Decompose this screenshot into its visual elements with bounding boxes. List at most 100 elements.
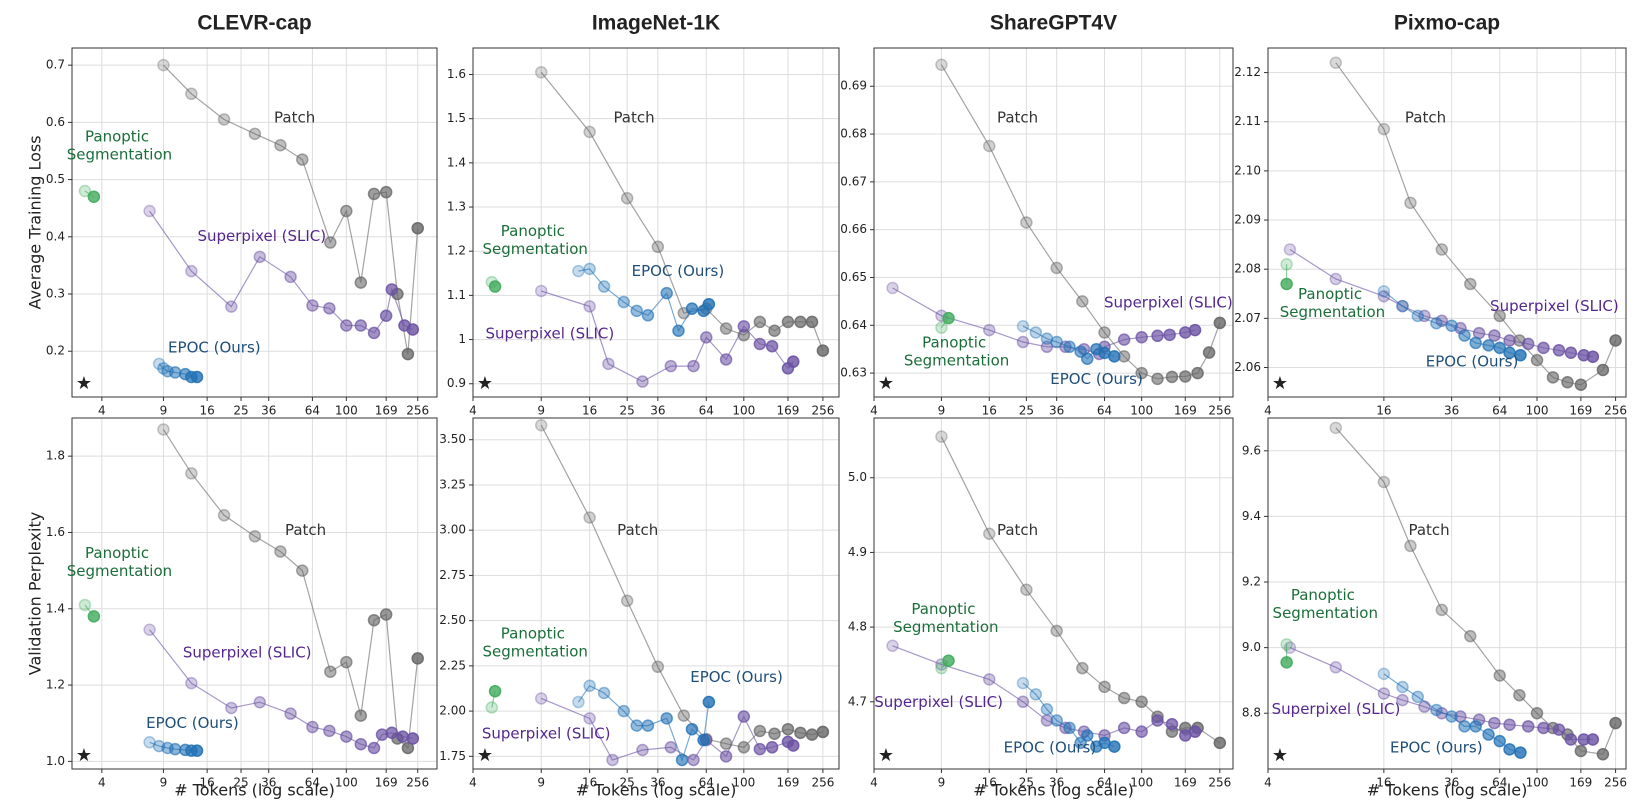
data-point <box>1458 720 1471 733</box>
data-point <box>1521 337 1535 351</box>
y-tick-label: 2.08 <box>1234 262 1261 276</box>
series-label: Patch <box>997 108 1038 126</box>
data-point <box>719 353 733 366</box>
y-axis-title: Validation Perplexity <box>26 512 45 675</box>
data-point <box>1503 718 1516 731</box>
data-point <box>617 295 630 309</box>
y-tick-label: 1.4 <box>447 155 466 169</box>
data-point <box>324 665 337 678</box>
data-point <box>78 184 92 198</box>
data-point <box>1493 309 1506 323</box>
data-point <box>702 297 716 311</box>
data-point <box>1050 624 1063 638</box>
y-tick-label: 1 <box>458 332 466 346</box>
data-point <box>753 742 767 756</box>
x-tick-label: 36 <box>650 404 665 418</box>
data-point <box>225 300 238 313</box>
data-point <box>1040 714 1054 727</box>
data-point <box>340 204 353 218</box>
y-tick-label: 2.07 <box>1234 311 1261 325</box>
data-point <box>406 732 420 745</box>
series-line <box>162 429 419 750</box>
series-label: Patch <box>1405 108 1446 126</box>
data-point <box>385 726 399 740</box>
data-point <box>1108 740 1121 753</box>
data-point <box>1503 743 1516 756</box>
panel-title: ImageNet-1K <box>592 12 720 35</box>
y-tick-label: 3.25 <box>439 477 466 491</box>
x-tick-label: 25 <box>233 404 248 418</box>
data-point <box>1191 366 1204 380</box>
panel: 8.8 9.0 9.2 9.4 9.6 4 16 36 64 100 169 256 ★ Patch Sup… <box>1242 417 1627 800</box>
data-point <box>583 300 596 313</box>
data-point <box>1596 363 1610 377</box>
y-tick-label: 9.2 <box>1242 575 1261 589</box>
data-point <box>185 467 198 480</box>
plot-frame <box>873 47 1234 398</box>
x-tick-label: 64 <box>1097 776 1112 790</box>
series-label: Panoptic Segmentation <box>904 333 1009 369</box>
data-point <box>354 737 368 751</box>
data-point <box>78 598 92 612</box>
x-tick-label: 16 <box>582 404 597 418</box>
data-point <box>1059 721 1072 735</box>
x-tick-label: 256 <box>1208 404 1231 418</box>
data-point <box>217 113 231 126</box>
data-point <box>1377 285 1391 298</box>
plot-frame <box>71 417 438 770</box>
data-point <box>284 707 297 720</box>
data-point <box>597 686 611 700</box>
y-tick-label: 2.09 <box>1234 213 1261 227</box>
data-point <box>886 281 899 295</box>
y-tick-label: 1.3 <box>447 200 466 214</box>
x-tick-label: 36 <box>1049 776 1064 790</box>
y-tick-label: 0.6 <box>46 115 65 129</box>
x-tick-label: 9 <box>938 776 946 790</box>
data-point <box>1561 376 1574 389</box>
y-tick-label: 8.8 <box>1242 706 1261 720</box>
y-tick-label: 0.69 <box>840 79 867 93</box>
x-tick-label: 169 <box>777 776 800 790</box>
data-point <box>687 359 700 373</box>
data-point <box>488 684 502 698</box>
data-point <box>1050 714 1063 727</box>
data-point <box>672 324 685 337</box>
data-point <box>1188 323 1202 337</box>
data-point <box>1029 688 1043 701</box>
data-point <box>935 430 948 443</box>
data-point <box>664 741 678 754</box>
data-point <box>1063 340 1076 354</box>
data-point <box>1179 370 1192 383</box>
data-point <box>1135 725 1148 738</box>
star-marker: ★ <box>1272 373 1288 394</box>
data-point <box>401 347 415 361</box>
data-point <box>385 283 399 296</box>
data-point <box>534 66 548 79</box>
data-point <box>1016 695 1030 709</box>
data-point <box>737 320 751 333</box>
data-point <box>768 324 781 337</box>
y-tick-label: 0.64 <box>840 318 867 332</box>
data-point <box>630 304 643 318</box>
data-point <box>685 302 699 315</box>
data-point <box>1329 272 1343 286</box>
data-point <box>1552 344 1566 357</box>
data-point <box>719 750 733 763</box>
star-marker: ★ <box>878 745 894 766</box>
data-point <box>983 139 996 153</box>
data-point <box>805 728 819 741</box>
series-label: Panoptic Segmentation <box>1273 586 1378 622</box>
y-tick-label: 2.75 <box>439 568 466 582</box>
x-tick-label: 9 <box>938 404 946 418</box>
x-tick-label: 36 <box>1444 404 1459 418</box>
x-tick-label: 4 <box>870 404 878 418</box>
data-point <box>323 724 336 738</box>
data-point <box>488 280 502 293</box>
data-point <box>942 311 955 325</box>
y-tick-label: 0.66 <box>840 222 867 236</box>
x-tick-label: 256 <box>406 404 429 418</box>
series-label: Patch <box>285 521 326 539</box>
data-point <box>1135 366 1148 380</box>
x-tick-label: 100 <box>1526 776 1549 790</box>
